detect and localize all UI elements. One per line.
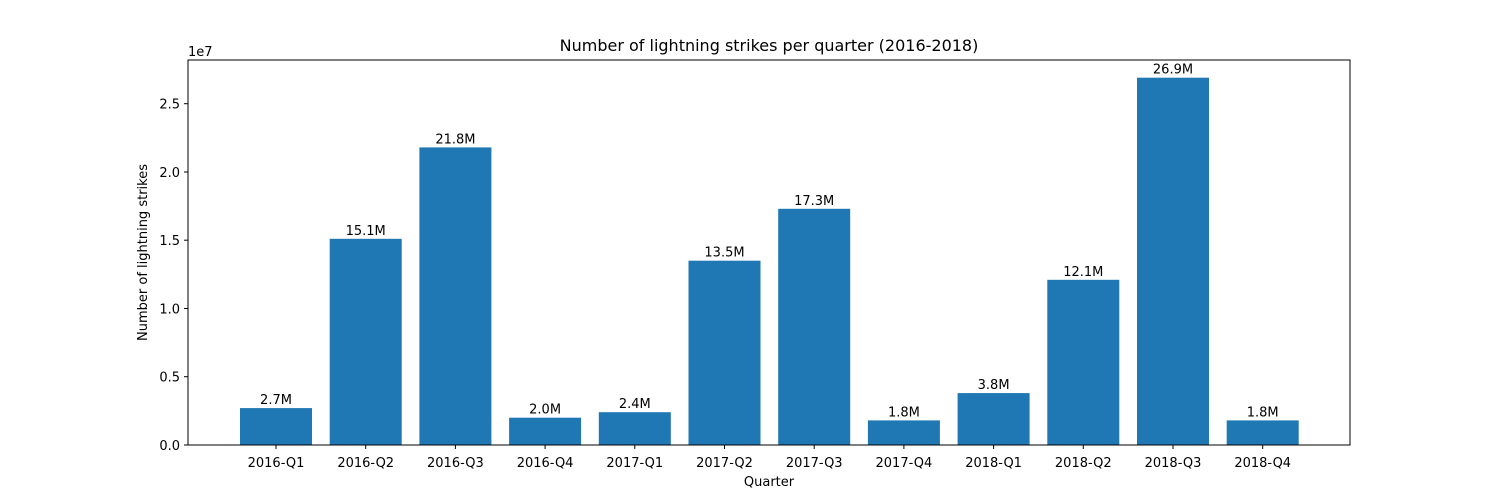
x-tick-label: 2017-Q2 (696, 456, 753, 471)
bar-2016-q4 (509, 417, 582, 445)
bar-2017-q2 (688, 260, 761, 445)
bar-value-label: 3.8M (978, 378, 1010, 393)
y-tick-label: 2.5 (159, 98, 180, 113)
axes-frame (187, 59, 1351, 446)
x-tick-label: 2018-Q3 (1145, 456, 1202, 471)
bar-value-label: 17.3M (794, 194, 834, 209)
x-axis-label: Quarter (744, 475, 795, 490)
chart-title: Number of lightning strikes per quarter … (560, 36, 979, 55)
x-tick-label: 2017-Q3 (786, 456, 843, 471)
x-tick-label: 2018-Q1 (965, 456, 1022, 471)
bar-2016-q2 (329, 238, 402, 445)
x-tick-label: 2018-Q4 (1234, 456, 1291, 471)
bar-2016-q3 (419, 147, 492, 445)
bar-value-label: 15.1M (346, 224, 386, 239)
y-tick-label: 1.5 (159, 234, 180, 249)
bar-2018-q3 (1137, 77, 1209, 445)
y-tick-label: 1.0 (159, 303, 180, 318)
x-tick-label: 2018-Q2 (1055, 456, 1112, 471)
x-tick-label: 2016-Q3 (427, 456, 484, 471)
bar-value-label: 2.7M (260, 393, 292, 408)
bar-value-label: 21.8M (435, 132, 475, 147)
bar-value-label: 2.4M (619, 397, 651, 412)
bar-value-label: 1.8M (1247, 405, 1279, 420)
bar-2017-q3 (778, 208, 851, 445)
bar-2018-q4 (1226, 420, 1299, 445)
bar-2017-q1 (598, 412, 671, 445)
x-tick-label: 2016-Q4 (517, 456, 574, 471)
x-tick-label: 2016-Q2 (337, 456, 394, 471)
y-axis-label: Number of lightning strikes (136, 164, 151, 341)
bar-2016-q1 (240, 408, 312, 445)
bar-value-label: 1.8M (888, 405, 920, 420)
x-tick-label: 2016-Q1 (248, 456, 305, 471)
x-tick-label: 2017-Q1 (606, 456, 663, 471)
bar-2017-q4 (867, 420, 940, 445)
bar-value-label: 2.0M (529, 403, 561, 418)
y-tick-label: 0.5 (159, 371, 180, 386)
plot-area: 2.7M 15.1M 21.8M 2.0M 2.4M 13.5M 17.3M 1.8M 3.8M… (240, 63, 1299, 445)
y-offset-label: 1e7 (188, 45, 213, 60)
y-tick-label: 0.0 (159, 439, 180, 454)
bar-2018-q1 (957, 393, 1030, 445)
bar-value-label: 26.9M (1153, 63, 1193, 78)
bar-value-label: 13.5M (704, 246, 744, 261)
y-tick-label: 2.0 (159, 166, 180, 181)
bar-value-label: 12.1M (1063, 265, 1103, 280)
bar-2018-q2 (1047, 279, 1120, 445)
x-tick-label: 2017-Q4 (876, 456, 933, 471)
